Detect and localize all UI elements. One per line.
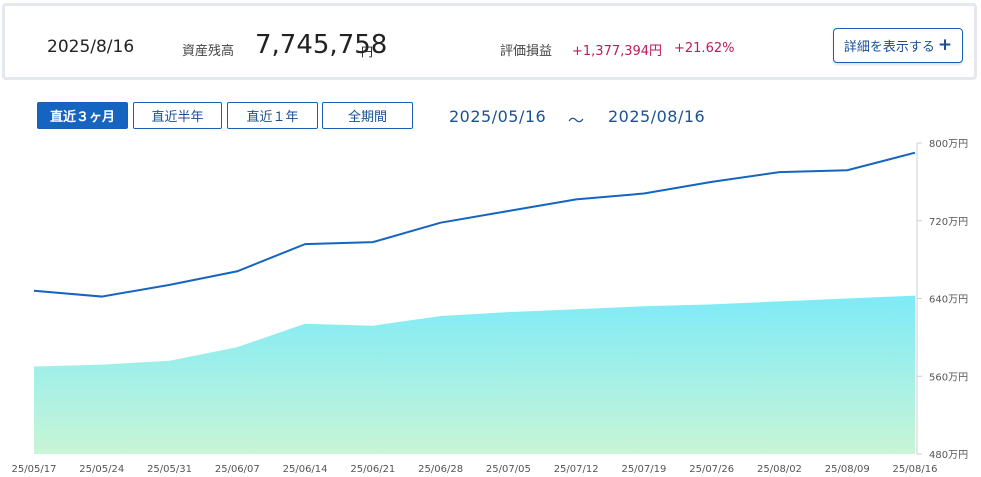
show-details-button[interactable]: 詳細を表示する + <box>833 28 963 63</box>
range-separator: ～ <box>568 111 585 130</box>
period-six-months-button[interactable]: 直近半年 <box>133 102 222 129</box>
x-axis-label: 25/07/19 <box>621 464 666 475</box>
asset-summary-panel: 2025/8/16 資産残高 7,745,758 円 評価損益 +1,377,3… <box>2 3 977 80</box>
x-axis-label: 25/06/14 <box>283 464 328 475</box>
period-three-months-button[interactable]: 直近３ヶ月 <box>37 102 128 129</box>
period-one-year-button[interactable]: 直近１年 <box>227 102 318 129</box>
range-end-date: 2025/08/16 <box>608 107 706 126</box>
range-start-date: 2025/05/16 <box>449 107 547 126</box>
x-axis-label: 25/08/02 <box>757 464 802 475</box>
x-axis-label: 25/06/21 <box>350 464 395 475</box>
x-axis-label: 25/06/07 <box>215 464 260 475</box>
area-series <box>34 295 915 454</box>
plus-icon: + <box>937 35 953 55</box>
y-axis-label: 480万円 <box>929 450 968 461</box>
balance-label: 資産残高 <box>182 44 235 59</box>
y-axis-label: 800万円 <box>929 139 968 150</box>
y-axis-label: 560万円 <box>929 372 968 383</box>
balance-value: 7,745,758 <box>255 30 388 60</box>
summary-date: 2025/8/16 <box>47 37 135 57</box>
period-all-button[interactable]: 全期間 <box>322 102 413 129</box>
x-axis-label: 25/05/17 <box>12 464 57 475</box>
profit-loss-label: 評価損益 <box>500 44 553 59</box>
profit-loss-amount: +1,377,394円 <box>572 44 663 59</box>
x-axis-label: 25/06/28 <box>418 464 463 475</box>
x-axis-label: 25/08/16 <box>893 464 938 475</box>
y-axis-label: 640万円 <box>929 295 968 306</box>
asset-chart: 800万円 720万円 640万円 560万円 480万円 25/05/17 25/05/2… <box>12 139 969 475</box>
profit-loss-percent: +21.62% <box>674 41 735 56</box>
x-axis-label: 25/07/05 <box>486 464 531 475</box>
balance-unit: 円 <box>361 45 374 59</box>
x-axis-label: 25/05/31 <box>147 464 192 475</box>
x-axis-label: 25/07/26 <box>689 464 734 475</box>
x-axis-label: 25/05/24 <box>79 464 124 475</box>
x-axis-label: 25/08/09 <box>825 464 870 475</box>
y-axis-label: 720万円 <box>929 217 968 228</box>
line-series <box>33 151 916 298</box>
x-axis-label: 25/07/12 <box>554 464 599 475</box>
show-details-label: 詳細を表示する <box>843 40 935 55</box>
